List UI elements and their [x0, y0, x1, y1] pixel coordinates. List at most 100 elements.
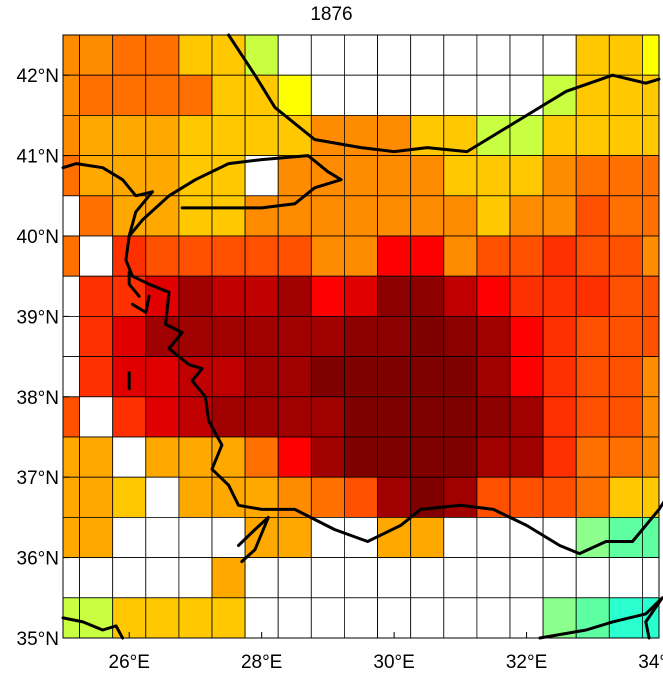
grid-cell [211, 557, 246, 599]
grid-cell [542, 235, 577, 277]
grid-cell [277, 597, 312, 639]
grid-cell [343, 356, 378, 398]
grid-cell [410, 436, 445, 478]
grid-cell [343, 74, 378, 116]
grid-cell [642, 235, 660, 277]
grid-cell [608, 557, 643, 599]
grid-cell [145, 74, 180, 116]
grid-cell [310, 396, 345, 438]
grid-cell [642, 557, 660, 599]
grid-cell [178, 517, 213, 559]
grid-cell [509, 476, 544, 518]
grid-cell [443, 436, 478, 478]
grid-cell [476, 356, 511, 398]
grid-cell [244, 356, 279, 398]
grid-cell [642, 115, 660, 157]
grid-cell [642, 195, 660, 237]
grid-cell [277, 436, 312, 478]
grid-cell [244, 74, 279, 116]
grid-cell [410, 315, 445, 357]
grid-cell [211, 597, 246, 639]
grid-cell [277, 195, 312, 237]
grid-cell [509, 557, 544, 599]
grid-cell [244, 557, 279, 599]
grid-cell [79, 597, 114, 639]
grid-cell [62, 195, 81, 237]
grid-cell [410, 74, 445, 116]
grid-cell [509, 155, 544, 197]
grid-cell [608, 315, 643, 357]
grid-cell [343, 436, 378, 478]
grid-cell [244, 476, 279, 518]
grid-cell [145, 476, 180, 518]
grid-cell [277, 396, 312, 438]
grid-cell [542, 195, 577, 237]
grid-cell [642, 396, 660, 438]
grid-cell [476, 74, 511, 116]
grid-cell [178, 195, 213, 237]
grid-cell [608, 115, 643, 157]
grid-cell [509, 275, 544, 317]
axis-ticks: 26°E 28°E 30°E 32°E 34°E 42°N 41°N 40°N 39°N 38°N… [17, 66, 663, 673]
grid-cell [145, 315, 180, 357]
grid-cell [211, 356, 246, 398]
coastline [61, 616, 125, 640]
grid-cell [145, 275, 180, 317]
grid-cell [310, 356, 345, 398]
y-tick-label: 36°N [17, 549, 59, 570]
grid-cell [62, 396, 81, 438]
grid-cell [642, 436, 660, 478]
x-tick-label: 28°E [241, 652, 282, 673]
grid-cell [145, 115, 180, 157]
grid-cell [575, 275, 610, 317]
coastline [127, 154, 343, 238]
grid-cell [377, 396, 412, 438]
grid-cell [62, 235, 81, 277]
grid-cell [343, 155, 378, 197]
grid-cell [410, 34, 445, 76]
grid-cell [476, 235, 511, 277]
grid-cell [377, 195, 412, 237]
grid-cell [608, 396, 643, 438]
grid-cell [542, 557, 577, 599]
grid-cell [410, 476, 445, 518]
grid-cell [443, 235, 478, 277]
grid-cell [509, 396, 544, 438]
grid-cell [277, 74, 312, 116]
coastline [237, 515, 270, 564]
grid-cell [79, 34, 114, 76]
grid-cell [145, 34, 180, 76]
grid-cell [145, 436, 180, 478]
grid-cell [79, 115, 114, 157]
grid-cell [542, 275, 577, 317]
grid-cell [277, 557, 312, 599]
grid-cell [310, 74, 345, 116]
grid-cells [62, 34, 660, 639]
grid-cell [112, 115, 147, 157]
coastline [538, 596, 663, 640]
grid-cell [62, 115, 81, 157]
grid-cell [542, 436, 577, 478]
grid-cell [277, 275, 312, 317]
grid-cell [277, 155, 312, 197]
grid-cell [509, 356, 544, 398]
grid-cell [509, 597, 544, 639]
y-tick-label: 37°N [17, 468, 59, 489]
grid-cell [178, 557, 213, 599]
grid-cell [211, 74, 246, 116]
grid-cell [410, 155, 445, 197]
y-tick-label: 35°N [17, 629, 59, 650]
grid-cell [343, 557, 378, 599]
grid-cell [575, 476, 610, 518]
grid-cell [509, 315, 544, 357]
grid-cell [377, 436, 412, 478]
grid-cell [310, 275, 345, 317]
grid-cell [642, 275, 660, 317]
grid-cell [62, 517, 81, 559]
grid-cell [542, 155, 577, 197]
grid-cell [79, 235, 114, 277]
grid-cell [79, 436, 114, 478]
grid-cell [476, 155, 511, 197]
grid-cell [310, 476, 345, 518]
grid-cell [277, 235, 312, 277]
